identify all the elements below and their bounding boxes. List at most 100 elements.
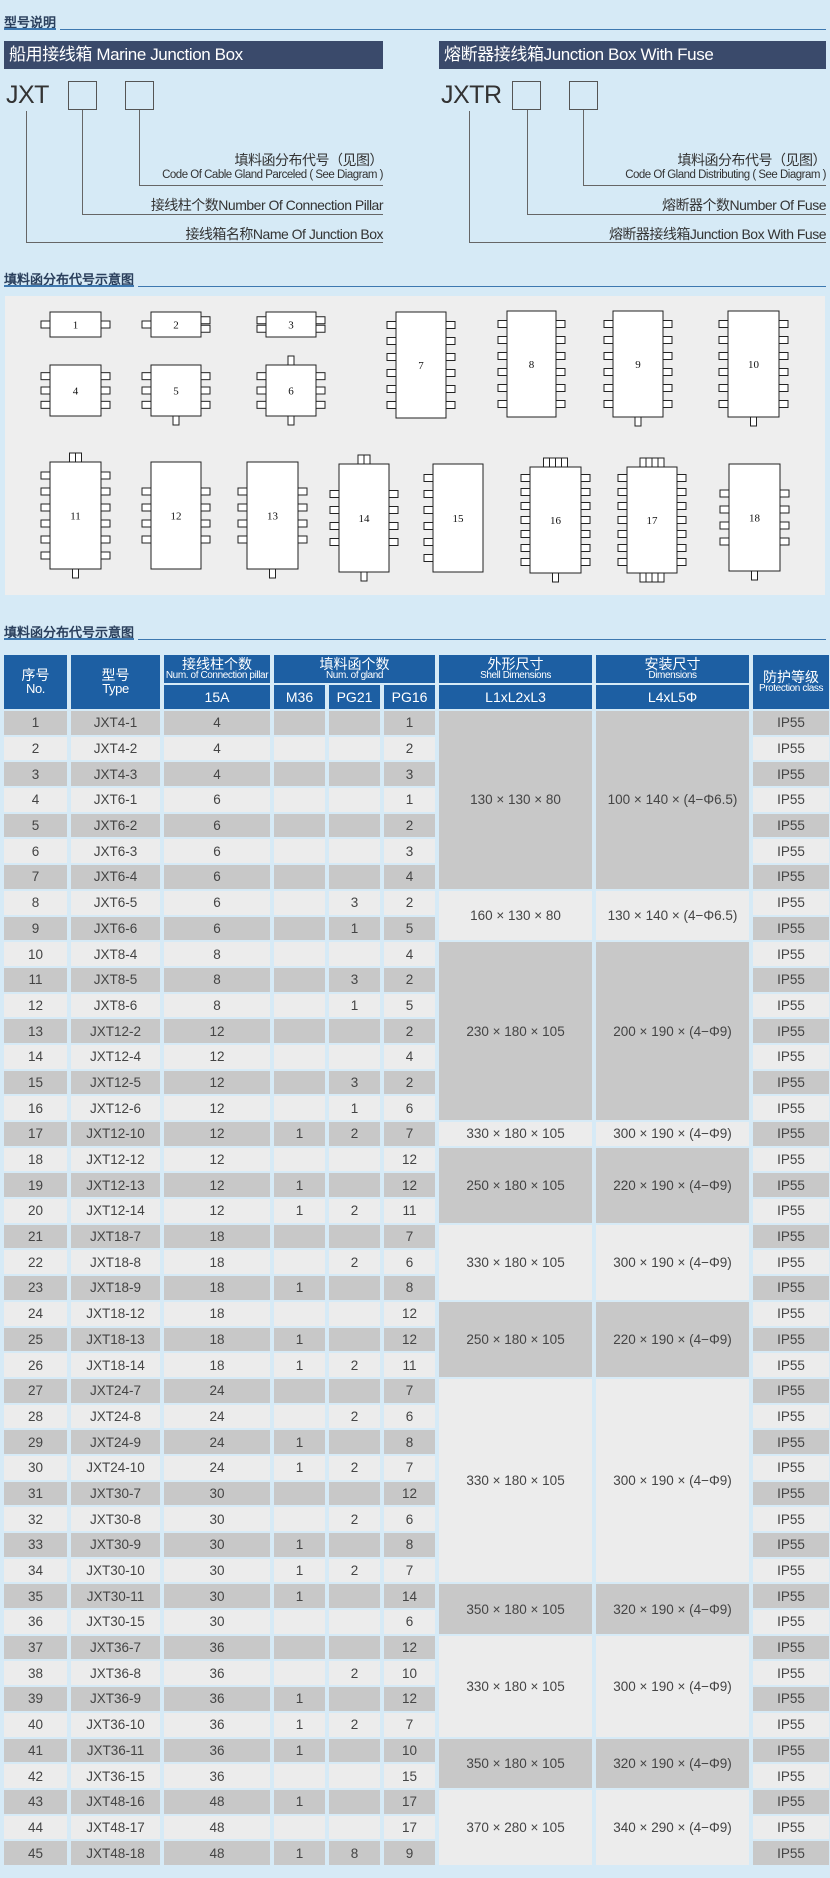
cable-gland [388, 490, 399, 498]
cell-type: JXT18-9 [71, 1276, 160, 1300]
cell-pg21 [329, 1610, 380, 1634]
cell-type: JXT18-13 [71, 1327, 160, 1352]
cable-gland [360, 571, 368, 582]
cell-no: 15 [4, 1070, 67, 1095]
cell-no: 2 [4, 736, 67, 761]
diagram-code-label: 3 [288, 320, 294, 332]
cell-protection-class: IP55 [753, 1661, 830, 1686]
table-row: 32 JXT30-8 30 2 6 IP55 [4, 1507, 830, 1531]
cell-m36: 1 [274, 1173, 325, 1198]
cable-gland [651, 572, 659, 583]
cable-gland [617, 544, 628, 552]
cell-type: JXT6-2 [71, 813, 160, 838]
cell-pillar-15a: 6 [164, 916, 270, 941]
cable-gland [555, 384, 566, 392]
cell-pillar-15a: 12 [164, 1173, 270, 1198]
diagram-code-label: 14 [359, 513, 371, 525]
cable-gland [676, 516, 687, 524]
diagram-code-label: 8 [529, 359, 535, 371]
cell-type: JXT30-9 [71, 1533, 160, 1557]
cable-gland [497, 368, 508, 376]
cell-protection-class: IP55 [753, 839, 830, 864]
diagram-code-label: 7 [418, 360, 424, 372]
cable-gland [778, 384, 789, 392]
cable-gland [580, 474, 591, 482]
gland-distribution-diagram-panel: 1 2 3 4 5 6 7 8 9 10 11 12 13 14 15 16 17 18 [5, 296, 825, 595]
cable-gland [750, 416, 757, 427]
cell-m36 [274, 1096, 325, 1120]
table-row: 27 JXT24-7 24 7 330 × 180 × 105 300 × 190 × (… [4, 1378, 830, 1583]
table-row: 5 JXT6-2 6 2 IP55 [4, 813, 830, 838]
cable-gland [497, 352, 508, 360]
cell-pillar-15a: 48 [164, 1815, 270, 1840]
cell-no: 42 [4, 1764, 67, 1788]
cell-protection-class: IP55 [753, 1301, 830, 1326]
cell-m36 [274, 1019, 325, 1043]
cell-type: JXT12-4 [71, 1044, 160, 1069]
cell-pg21: 8 [329, 1841, 380, 1865]
cell-protection-class: IP55 [753, 1841, 830, 1865]
cell-pg21 [329, 1789, 380, 1814]
cable-gland [141, 400, 152, 409]
table-row: 37 JXT36-7 36 12 330 × 180 × 105 300 × 190 × … [4, 1635, 830, 1737]
cell-shell-dimensions: 130 × 130 × 80 [439, 711, 593, 889]
cable-gland [603, 400, 614, 408]
cell-pg21 [329, 1301, 380, 1326]
cell-pillar-15a: 24 [164, 1378, 270, 1403]
cable-gland [445, 337, 456, 345]
cell-protection-class: IP55 [753, 1635, 830, 1660]
cell-pillar-15a: 48 [164, 1841, 270, 1865]
cell-pg16: 7 [384, 1378, 436, 1403]
leader-line [26, 111, 27, 242]
cable-gland [423, 506, 434, 514]
header-no: 序号 No. [4, 655, 67, 709]
leader-line [583, 185, 826, 186]
cable-gland [657, 572, 665, 583]
cable-gland [237, 503, 248, 512]
cable-gland [100, 400, 111, 409]
cell-type: JXT8-4 [71, 942, 160, 966]
cell-pg21: 3 [329, 967, 380, 992]
table-row: 45 JXT48-18 48 1 8 9 IP55 [4, 1841, 830, 1865]
cell-pg16: 2 [384, 967, 436, 992]
cell-shell-dimensions: 350 × 180 × 105 [439, 1584, 593, 1634]
cable-gland [603, 368, 614, 376]
cable-gland [40, 535, 51, 544]
cell-type: JXT18-14 [71, 1353, 160, 1377]
cable-gland [779, 489, 790, 498]
cell-pg21: 3 [329, 1070, 380, 1095]
cell-pillar-15a: 12 [164, 1070, 270, 1095]
cell-no: 27 [4, 1378, 67, 1403]
cable-gland [386, 353, 397, 361]
cell-no: 45 [4, 1841, 67, 1865]
cell-m36 [274, 1481, 325, 1506]
cell-pg16: 6 [384, 1404, 436, 1429]
cell-pg21 [329, 1276, 380, 1300]
cell-pillar-15a: 8 [164, 993, 270, 1018]
cell-pg16: 7 [384, 1712, 436, 1737]
cell-m36 [274, 1764, 325, 1788]
cable-gland [617, 502, 628, 510]
cable-gland [445, 385, 456, 393]
cell-pillar-15a: 4 [164, 762, 270, 787]
cell-protection-class: IP55 [753, 1687, 830, 1711]
cell-no: 28 [4, 1404, 67, 1429]
cell-pg21 [329, 1635, 380, 1660]
diagram-code-label: 16 [550, 515, 562, 527]
cell-pg16: 15 [384, 1764, 436, 1788]
cell-no: 11 [4, 967, 67, 992]
diagram-code-label: 11 [70, 511, 81, 523]
cable-gland [676, 502, 687, 510]
cable-gland [386, 369, 397, 377]
cable-gland [603, 384, 614, 392]
junction-box-outline [529, 466, 582, 574]
junction-box-outline [150, 364, 202, 417]
cell-no: 41 [4, 1738, 67, 1763]
table-row: 44 JXT48-17 48 17 IP55 [4, 1815, 830, 1840]
cable-gland [617, 488, 628, 496]
cell-pg21: 2 [329, 1712, 380, 1737]
leader-line [82, 110, 83, 214]
cell-m36: 1 [274, 1584, 325, 1609]
cable-gland [639, 457, 647, 468]
cell-pg21: 2 [329, 1250, 380, 1275]
